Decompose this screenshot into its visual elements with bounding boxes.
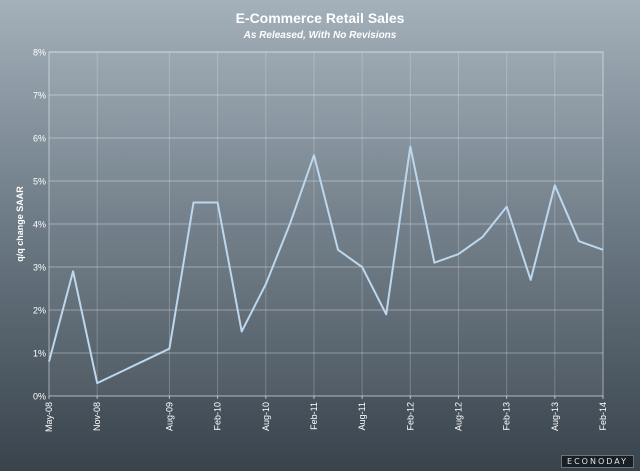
x-tick-label: Feb-12	[405, 402, 415, 431]
y-tick-label: 5%	[33, 177, 46, 187]
x-tick-label: Feb-13	[502, 402, 512, 431]
x-tick-label: Nov-08	[92, 402, 102, 431]
y-axis-title: q/q change SAAR	[15, 186, 25, 262]
x-tick-label: Feb-11	[309, 402, 319, 430]
y-tick-label: 0%	[33, 392, 46, 402]
y-tick-label: 7%	[33, 91, 46, 101]
x-tick-label: May-08	[44, 402, 54, 432]
plot-area	[48, 51, 604, 397]
x-tick-label: Aug-11	[357, 402, 367, 430]
y-tick-label: 2%	[33, 306, 46, 316]
x-tick-label: Aug-13	[550, 402, 560, 431]
y-tick-label: 8%	[33, 48, 46, 58]
brand-logo: ECONODAY	[561, 455, 634, 468]
x-tick-label: Aug-12	[453, 402, 463, 431]
x-tick-label: Feb-10	[213, 402, 223, 431]
x-tick-label: Aug-10	[261, 402, 271, 431]
chart-subtitle: As Released, With No Revisions	[243, 30, 397, 41]
y-tick-label: 3%	[33, 263, 46, 273]
x-tick-label: Feb-14	[598, 402, 608, 431]
y-tick-label: 6%	[33, 134, 46, 144]
series-line	[48, 145, 604, 385]
y-tick-label: 4%	[33, 220, 46, 230]
chart-title: E-Commerce Retail Sales	[235, 10, 405, 26]
y-tick-label: 1%	[33, 349, 46, 359]
x-tick-label: Aug-09	[164, 402, 174, 431]
